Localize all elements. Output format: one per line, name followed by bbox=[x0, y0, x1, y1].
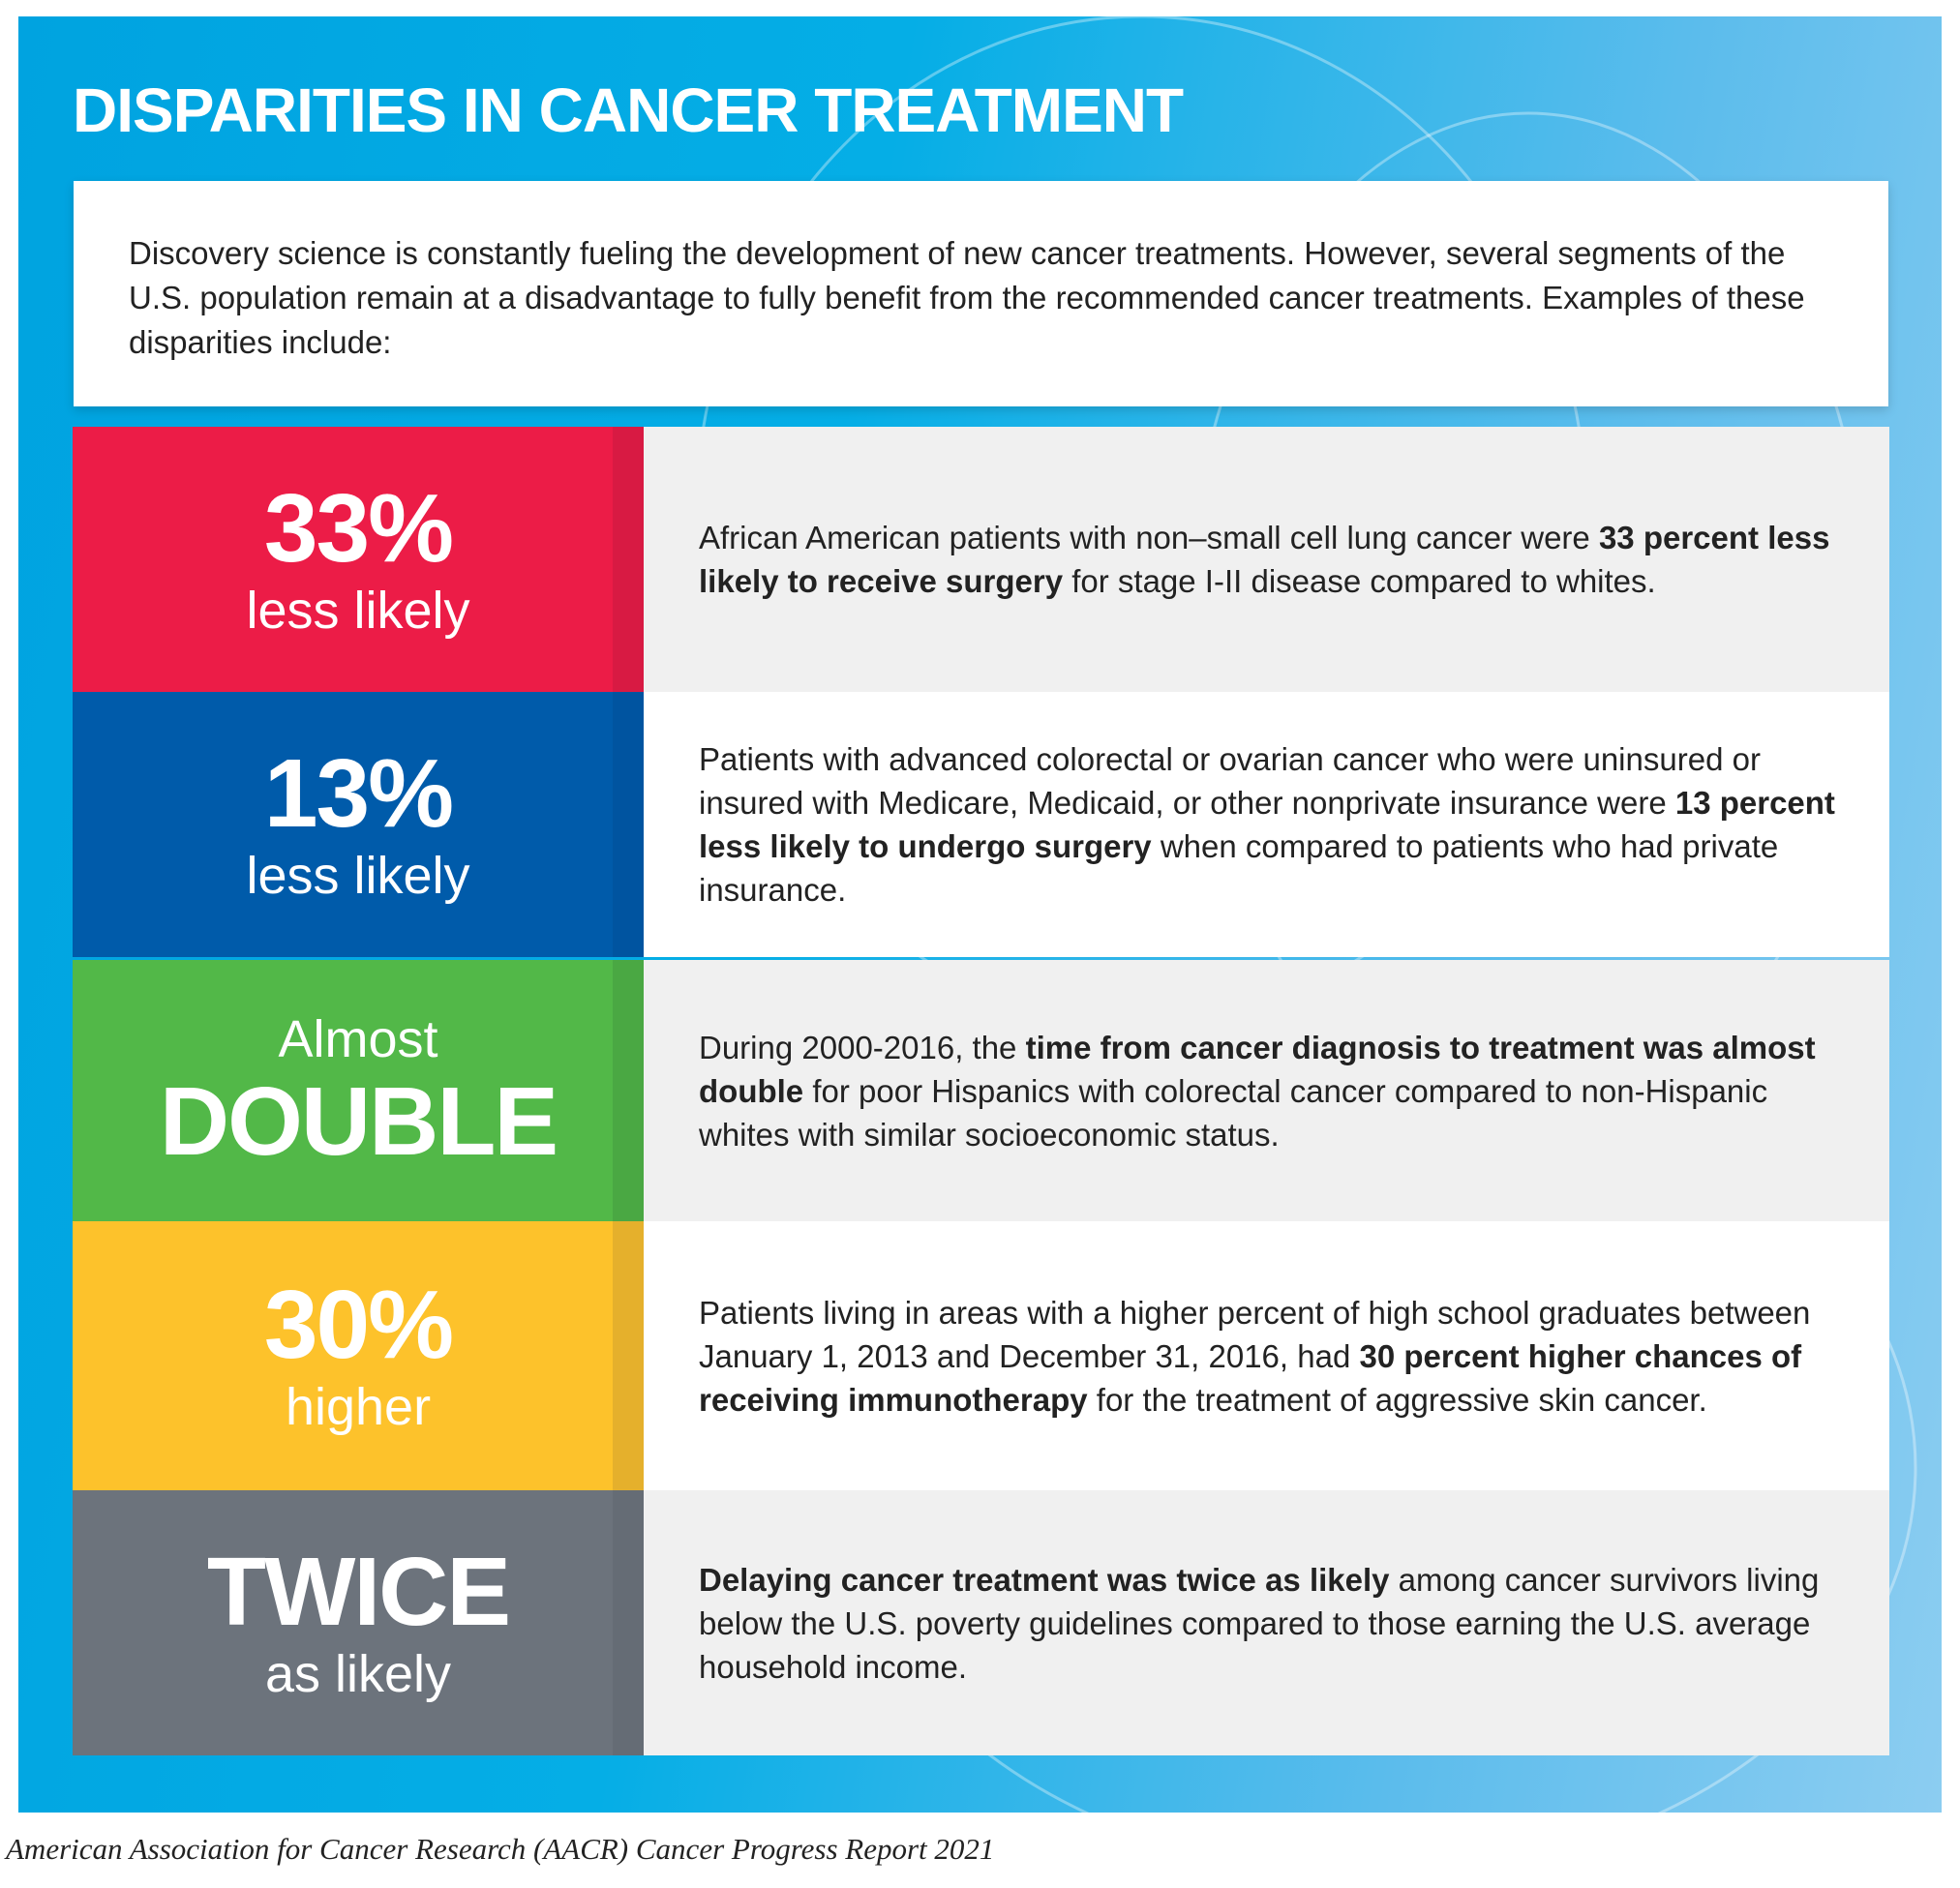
stat-value: 30% bbox=[263, 1271, 454, 1379]
stat-row-poverty: TWICE as likely Delaying cancer treatmen… bbox=[73, 1490, 1889, 1755]
stat-label: less likely bbox=[246, 582, 470, 640]
stat-value: 13% bbox=[263, 739, 454, 848]
stat-description: Patients with advanced colorectal or ova… bbox=[699, 741, 1835, 908]
stat-description: African American patients with non–small… bbox=[699, 520, 1830, 599]
stat-label: as likely bbox=[264, 1645, 452, 1703]
stat-value: 33% bbox=[263, 474, 454, 583]
intro-text: Discovery science is constantly fueling … bbox=[129, 235, 1805, 360]
stat-value: DOUBLE bbox=[159, 1067, 558, 1176]
stat-label: Almost bbox=[278, 1010, 438, 1068]
stat-block: 13% less likely bbox=[73, 692, 644, 957]
stat-row-surgery-lung: 33% less likely African American patient… bbox=[73, 427, 1889, 692]
stat-block: Almost DOUBLE bbox=[73, 960, 644, 1221]
stat-row-insurance: 13% less likely Patients with advanced c… bbox=[73, 692, 1889, 957]
stat-value: TWICE bbox=[206, 1538, 511, 1646]
background-panel: DISPARITIES IN CANCER TREATMENT Discover… bbox=[18, 16, 1942, 1813]
stat-block: TWICE as likely bbox=[73, 1490, 644, 1755]
stat-block: 33% less likely bbox=[73, 427, 644, 692]
page-title: DISPARITIES IN CANCER TREATMENT bbox=[73, 75, 1184, 145]
intro-box: Discovery science is constantly fueling … bbox=[74, 181, 1888, 406]
stat-block: 30% higher bbox=[73, 1221, 644, 1490]
stat-description: During 2000-2016, the time from cancer d… bbox=[699, 1029, 1816, 1153]
stat-description: Delaying cancer treatment was twice as l… bbox=[699, 1561, 1820, 1685]
stat-row-hispanic: Almost DOUBLE During 2000-2016, the time… bbox=[73, 960, 1889, 1221]
stat-row-immunotherapy: 30% higher Patients living in areas with… bbox=[73, 1221, 1889, 1490]
source-caption: American Association for Cancer Research… bbox=[6, 1832, 995, 1866]
stat-description: Patients living in areas with a higher p… bbox=[699, 1294, 1811, 1418]
stat-label: higher bbox=[285, 1378, 432, 1436]
stat-label: less likely bbox=[246, 847, 470, 905]
